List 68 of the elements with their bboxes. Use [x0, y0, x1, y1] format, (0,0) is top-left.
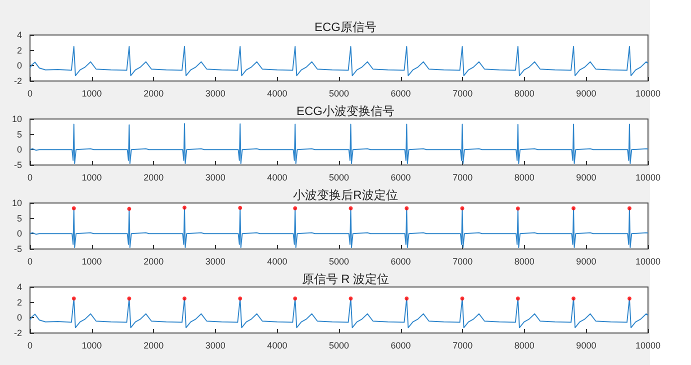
x-tick-label: 6000 — [390, 256, 411, 266]
x-tick-label: 5000 — [328, 172, 350, 182]
x-tick-label: 10000 — [635, 256, 661, 266]
y-tick-label: 0 — [16, 60, 22, 71]
x-tick-label: 2000 — [144, 88, 164, 98]
y-tick-label: 10 — [12, 198, 22, 208]
chart-title: 原信号 R 波定位 — [302, 272, 390, 286]
y-tick-label: 2 — [16, 297, 22, 308]
y-tick-label: 0 — [16, 228, 22, 239]
x-tick-label: 8000 — [514, 172, 534, 182]
x-tick-label: 0 — [27, 88, 33, 98]
y-tick-label: 10 — [12, 114, 22, 124]
x-tick-label: 9000 — [576, 256, 596, 266]
x-tick-label: 10000 — [635, 340, 661, 350]
x-tick-label: 1000 — [82, 340, 102, 350]
x-tick-label: 7000 — [452, 88, 473, 98]
line-series — [30, 207, 648, 248]
x-tick-label: 0 — [27, 172, 33, 182]
x-tick-label: 9000 — [576, 340, 596, 350]
x-tick-label: 2000 — [144, 340, 164, 350]
chart-title: ECG小波变换信号 — [296, 104, 395, 118]
x-tick-label: 2000 — [144, 172, 164, 182]
y-tick-label: -2 — [14, 328, 22, 338]
x-tick-label: 1000 — [82, 172, 102, 182]
x-tick-label: 10000 — [635, 88, 661, 98]
y-tick-label: -2 — [14, 76, 22, 86]
x-tick-label: 8000 — [514, 340, 534, 350]
chart-title: 小波变换后R波定位 — [293, 188, 398, 202]
line-series — [30, 123, 648, 164]
chart-title: ECG原信号 — [314, 20, 377, 34]
x-tick-label: 0 — [27, 340, 33, 350]
x-tick-label: 0 — [27, 256, 33, 266]
x-tick-label: 1000 — [82, 88, 102, 98]
x-tick-label: 7000 — [452, 340, 473, 350]
x-tick-label: 8000 — [514, 88, 534, 98]
x-tick-label: 4000 — [267, 256, 288, 266]
y-tick-label: 4 — [16, 282, 22, 292]
x-tick-label: 4000 — [267, 88, 288, 98]
y-tick-label: 0 — [16, 312, 22, 323]
x-tick-label: 4000 — [267, 172, 288, 182]
x-tick-label: 7000 — [452, 172, 473, 182]
y-tick-label: 2 — [16, 45, 22, 56]
line-series — [30, 298, 648, 328]
x-tick-label: 7000 — [452, 256, 473, 266]
y-tick-label: 5 — [16, 213, 22, 224]
x-tick-label: 9000 — [576, 88, 596, 98]
y-tick-label: -5 — [14, 244, 22, 254]
y-tick-label: 0 — [16, 144, 22, 155]
x-tick-label: 8000 — [514, 256, 534, 266]
x-tick-label: 5000 — [328, 340, 350, 350]
x-tick-label: 3000 — [205, 88, 226, 98]
x-tick-label: 5000 — [328, 88, 350, 98]
x-tick-label: 3000 — [205, 172, 226, 182]
x-tick-label: 5000 — [328, 256, 350, 266]
y-tick-label: -5 — [14, 160, 22, 170]
x-tick-label: 6000 — [390, 172, 411, 182]
x-tick-label: 6000 — [390, 340, 411, 350]
line-series — [30, 46, 648, 76]
x-tick-label: 2000 — [144, 256, 164, 266]
x-tick-label: 1000 — [82, 256, 102, 266]
x-tick-label: 10000 — [635, 172, 661, 182]
x-tick-label: 6000 — [390, 88, 411, 98]
x-tick-label: 4000 — [267, 340, 288, 350]
x-tick-label: 3000 — [205, 256, 226, 266]
y-tick-label: 5 — [16, 129, 22, 140]
y-tick-label: 4 — [16, 30, 22, 40]
x-tick-label: 3000 — [205, 340, 226, 350]
x-tick-label: 9000 — [576, 172, 596, 182]
